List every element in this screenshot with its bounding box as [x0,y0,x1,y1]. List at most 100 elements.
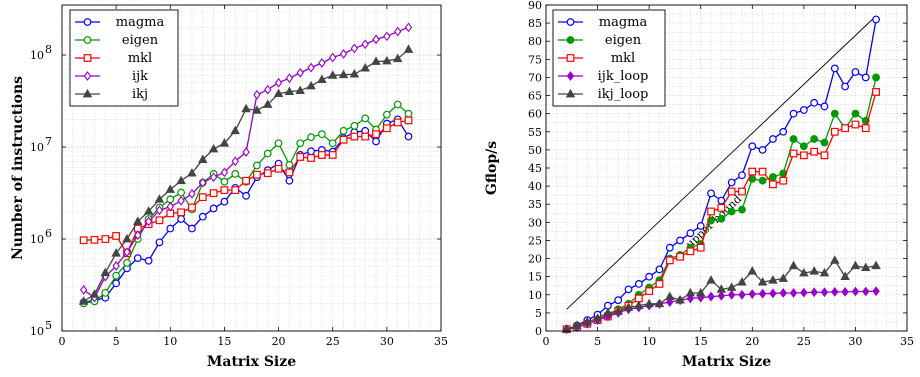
point-mkl-24 [317,151,326,159]
point-ijk_loop-21 [758,288,767,299]
y-tick-10: 10 [528,289,542,302]
point-mkl-15 [220,186,229,195]
point-mkl-3 [90,235,99,244]
point-ijk-7 [134,230,142,241]
point-ijk-15 [220,167,229,178]
point-ikj_loop-12 [665,291,675,300]
point-magma-29 [372,137,380,146]
x-tick-15: 15 [694,335,708,348]
point-magma-5 [112,279,121,288]
point-magma-21 [758,145,767,154]
point-mkl-12 [188,203,196,212]
y-tick-35: 35 [528,198,542,211]
point-ikj_loop-4 [582,316,592,326]
point-eigen-27 [350,121,359,130]
point-ijk_loop-20 [748,289,756,299]
point-ijk-31 [393,26,402,37]
y-tick-exp-6: 6 [45,227,52,240]
point-ijk-10 [166,201,174,212]
point-magma-15 [220,197,229,206]
point-magma-16 [707,189,715,198]
legend-item-eigen: eigen [558,33,642,48]
legend-item-ikj: ikj [75,87,148,102]
legend-label-ijk: ijk [132,69,148,84]
point-ikj-22 [295,85,305,95]
point-magma-10 [166,224,175,233]
point-ikj_loop-3 [572,320,582,329]
y-tick-1e6: 10 [30,233,44,246]
point-ijk-13 [199,177,207,188]
point-mkl-13 [676,252,684,261]
series-ikj [78,44,414,305]
point-ikj_loop-14 [685,287,696,297]
point-eigen-11 [177,188,186,197]
legend: magma eigen mkl ijk_loop ikj_loop [552,9,666,107]
point-ikj-19 [263,99,273,108]
point-ijk-29 [372,34,380,45]
point-eigen-24 [317,130,326,139]
point-mkl-16 [231,186,240,195]
point-eigen-22 [769,173,777,181]
point-eigen-6 [123,258,131,267]
legend-marker-mkl [566,54,575,62]
point-mkl-21 [758,167,767,176]
point-ijk-25 [329,52,337,63]
y-tick-70: 70 [528,71,542,84]
point-ikj-12 [187,168,197,177]
point-ikj-6 [122,233,132,243]
y-tick-1e8: 10 [30,49,44,62]
point-mkl-2 [79,236,88,245]
point-eigen-28 [361,114,370,123]
point-magma-29 [841,82,850,91]
point-magma-11 [655,265,664,274]
point-magma-14 [686,229,695,238]
series-magma [562,15,880,334]
point-mkl-23 [307,154,315,162]
point-ijk_loop-26 [810,287,818,298]
point-mkl-27 [350,132,359,141]
point-mkl-15 [696,243,705,252]
legend-marker-magma [83,18,92,26]
point-ijk-19 [264,84,272,95]
point-ijk-8 [144,216,153,227]
y-tick-50: 50 [528,144,542,157]
point-ikj-13 [198,154,208,163]
point-ikj-28 [360,63,370,72]
point-mkl-25 [328,151,337,159]
point-ijk_loop-22 [769,288,777,299]
point-ijk-24 [318,58,326,68]
point-eigen-4 [101,288,110,297]
point-eigen-5 [112,271,121,280]
point-mkl-18 [253,170,261,179]
point-magma-18 [727,178,736,187]
point-ikj-23 [306,80,316,90]
x-tick-10: 10 [163,335,177,348]
point-ijk-26 [339,48,348,59]
y-tick-5: 5 [535,307,542,320]
point-eigen-25 [328,139,337,148]
point-ijk_loop-16 [707,291,715,302]
point-magma-21 [285,176,294,185]
point-ikj_loop-26 [809,266,819,275]
legend-label-eigen: eigen [605,33,642,48]
point-magma-9 [155,238,164,247]
point-mkl-4 [101,235,110,243]
legend-item-ijk_loop: ijk_loop [558,69,648,84]
point-ikj_loop-25 [799,267,809,277]
legend-item-eigen: eigen [75,33,159,48]
point-ijk_loop-32 [872,286,880,297]
legend-item-magma: magma [75,15,164,30]
point-mkl-22 [296,153,305,161]
legend: magma eigen mkl ijk ikj [69,9,179,107]
point-magma-12 [665,243,674,252]
point-eigen-27 [820,138,829,147]
point-ikj-2 [78,296,89,305]
legend-marker-magma [566,18,575,26]
point-magma-17 [717,196,726,205]
point-ikj_loop-2 [561,324,572,333]
point-ijk_loop-23 [779,288,787,298]
y-tick-75: 75 [528,53,542,66]
x-axis-label: Matrix Size [207,354,296,370]
point-magma-27 [820,102,829,111]
